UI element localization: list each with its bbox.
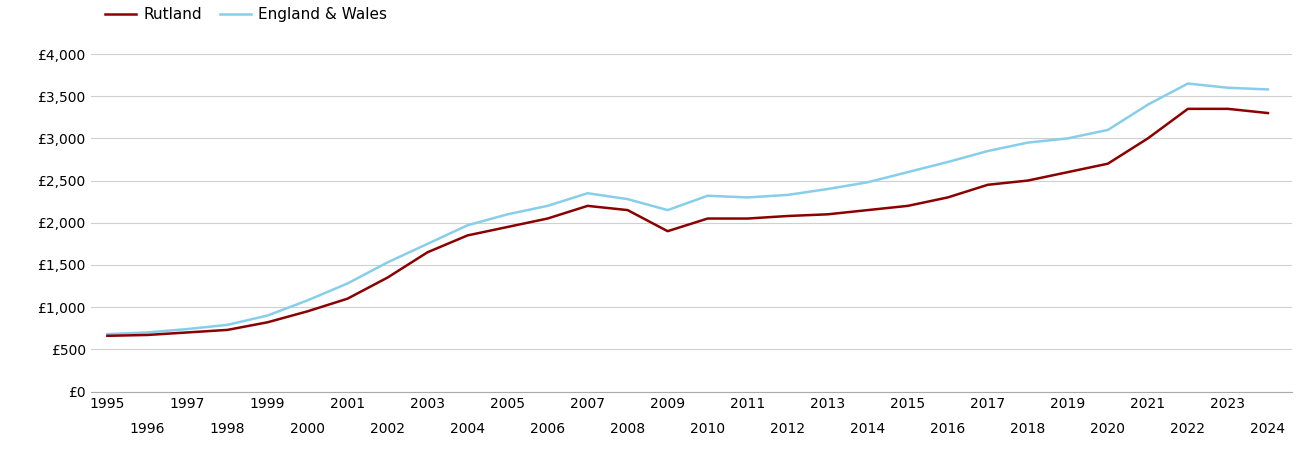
Rutland xyxy=(420,250,436,255)
Rutland xyxy=(219,327,235,333)
England & Wales xyxy=(1021,140,1036,145)
England & Wales xyxy=(980,148,996,154)
Rutland xyxy=(579,203,595,209)
Rutland xyxy=(459,233,475,238)
England & Wales xyxy=(300,298,316,303)
England & Wales xyxy=(459,223,475,228)
Rutland xyxy=(780,213,796,219)
England & Wales xyxy=(500,212,515,217)
Rutland xyxy=(1180,106,1195,112)
Legend: Rutland, England & Wales: Rutland, England & Wales xyxy=(99,1,394,28)
Rutland xyxy=(980,182,996,188)
England & Wales xyxy=(339,281,355,286)
Rutland xyxy=(1220,106,1236,112)
Rutland xyxy=(1021,178,1036,183)
England & Wales xyxy=(620,196,636,202)
England & Wales xyxy=(540,203,556,209)
Rutland xyxy=(820,212,835,217)
England & Wales xyxy=(140,330,155,335)
Rutland xyxy=(500,224,515,230)
England & Wales xyxy=(740,195,756,200)
Rutland xyxy=(1261,110,1276,116)
Rutland xyxy=(900,203,916,209)
England & Wales xyxy=(820,186,835,192)
England & Wales xyxy=(780,192,796,198)
Rutland xyxy=(1060,169,1075,175)
Rutland xyxy=(660,229,676,234)
England & Wales xyxy=(860,180,876,185)
England & Wales xyxy=(900,169,916,175)
England & Wales xyxy=(260,313,275,318)
England & Wales xyxy=(1060,136,1075,141)
Rutland xyxy=(300,309,316,314)
Line: Rutland: Rutland xyxy=(107,109,1268,336)
Rutland xyxy=(1141,136,1156,141)
England & Wales xyxy=(1220,85,1236,90)
Rutland xyxy=(699,216,715,221)
Rutland xyxy=(740,216,756,221)
Rutland xyxy=(140,332,155,338)
England & Wales xyxy=(699,193,715,198)
England & Wales xyxy=(219,322,235,328)
Rutland xyxy=(260,320,275,325)
England & Wales xyxy=(940,159,955,165)
Rutland xyxy=(940,195,955,200)
England & Wales xyxy=(380,260,395,265)
Rutland xyxy=(380,275,395,280)
England & Wales xyxy=(660,207,676,213)
Rutland xyxy=(540,216,556,221)
England & Wales xyxy=(579,190,595,196)
Rutland xyxy=(860,207,876,213)
Rutland xyxy=(180,330,196,335)
England & Wales xyxy=(180,326,196,332)
England & Wales xyxy=(1261,87,1276,92)
Rutland xyxy=(99,333,115,338)
Line: England & Wales: England & Wales xyxy=(107,84,1268,334)
Rutland xyxy=(1100,161,1116,166)
Rutland xyxy=(620,207,636,213)
England & Wales xyxy=(99,331,115,337)
England & Wales xyxy=(1141,102,1156,108)
Rutland xyxy=(339,296,355,302)
England & Wales xyxy=(1100,127,1116,133)
England & Wales xyxy=(1180,81,1195,86)
England & Wales xyxy=(420,241,436,247)
